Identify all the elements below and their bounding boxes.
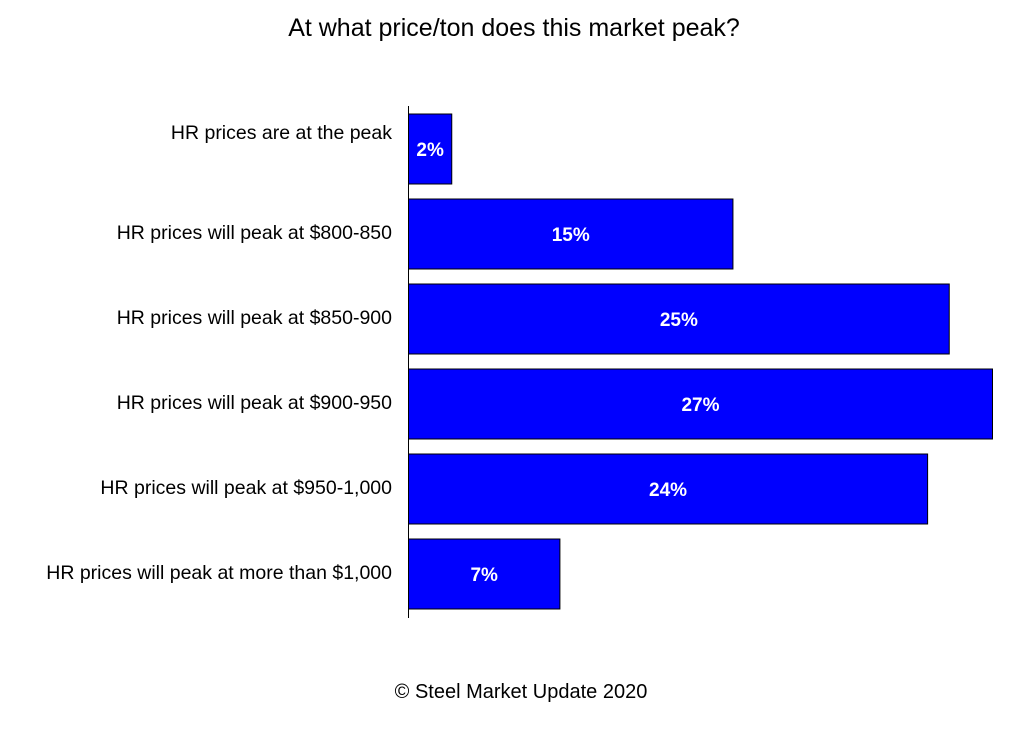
category-label-2: HR prices will peak at $800-850 xyxy=(117,222,392,244)
bar-4 xyxy=(408,368,993,440)
bars-group xyxy=(408,113,993,610)
bar-3 xyxy=(408,283,950,355)
value-labels-group: 2% 15% 25% 27% 24% 7% xyxy=(416,140,719,586)
bar-5 xyxy=(408,453,929,525)
bar-2 xyxy=(408,198,734,270)
category-labels-group: HR prices are at the peak HR prices will … xyxy=(46,122,392,584)
value-label-1: 2% xyxy=(416,140,444,161)
bar-1 xyxy=(408,113,453,185)
value-label-3: 25% xyxy=(660,310,698,331)
category-label-5: HR prices will peak at $950-1,000 xyxy=(100,477,392,499)
category-label-4: HR prices will peak at $900-950 xyxy=(117,392,392,414)
copyright-footer: © Steel Market Update 2020 xyxy=(394,681,648,703)
category-label-3: HR prices will peak at $850-900 xyxy=(117,307,392,329)
value-label-4: 27% xyxy=(681,395,719,416)
bar-6 xyxy=(408,538,561,610)
value-label-5: 24% xyxy=(649,480,687,501)
category-label-6: HR prices will peak at more than $1,000 xyxy=(46,562,392,584)
chart-title: At what price/ton does this market peak? xyxy=(288,14,740,42)
value-label-2: 15% xyxy=(552,225,590,246)
value-label-6: 7% xyxy=(470,565,498,586)
category-label-1: HR prices are at the peak xyxy=(171,122,392,144)
